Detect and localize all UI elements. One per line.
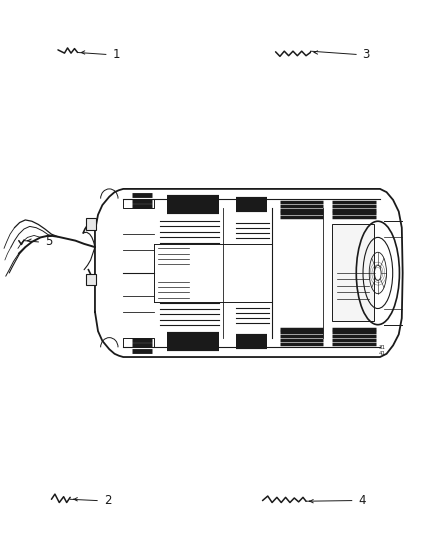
FancyBboxPatch shape — [86, 273, 96, 285]
Text: 31
41: 31 41 — [379, 345, 386, 356]
Text: 1: 1 — [113, 48, 120, 61]
Text: 3: 3 — [363, 48, 370, 61]
Bar — [332, 224, 374, 321]
Text: 5: 5 — [45, 236, 52, 248]
Text: 4: 4 — [358, 494, 366, 507]
FancyBboxPatch shape — [86, 218, 96, 230]
Text: 2: 2 — [104, 494, 111, 507]
